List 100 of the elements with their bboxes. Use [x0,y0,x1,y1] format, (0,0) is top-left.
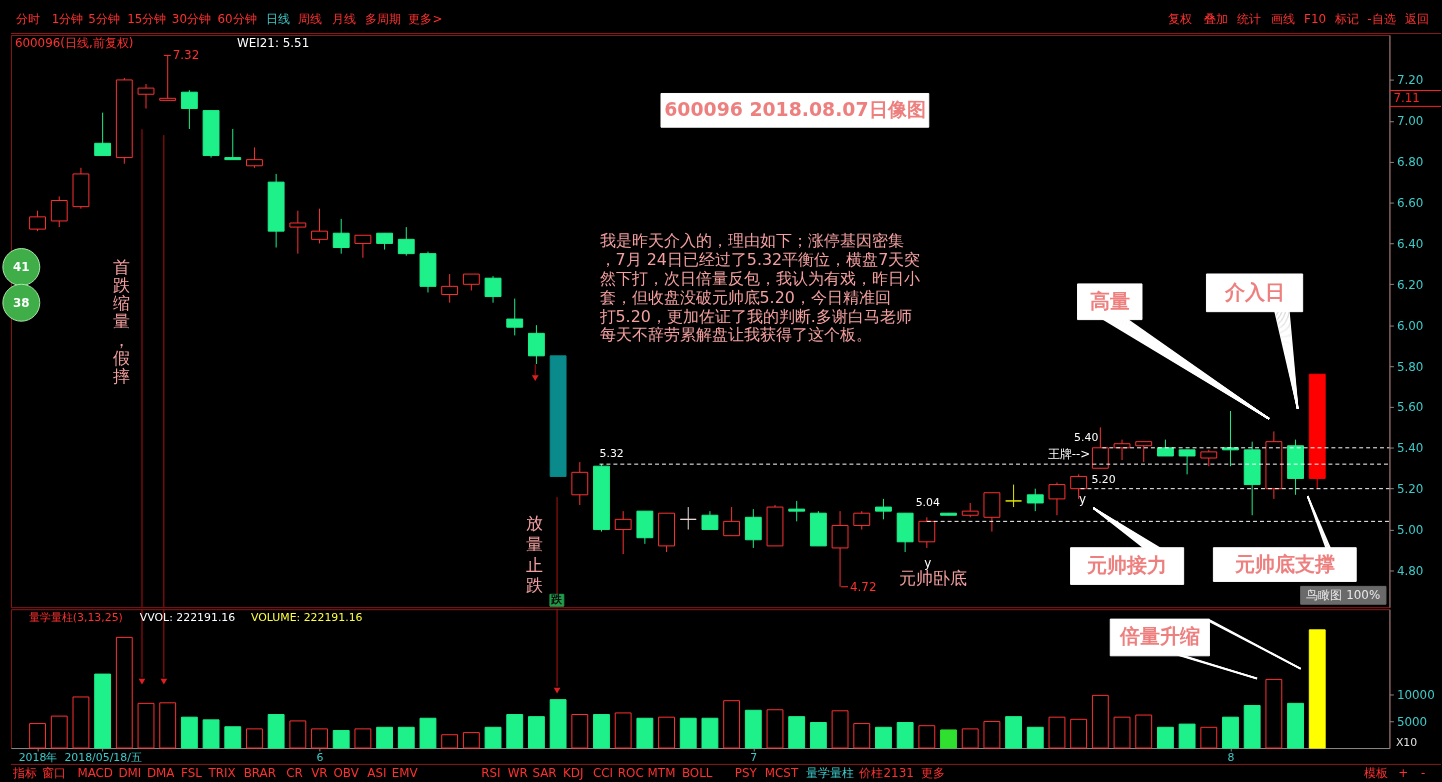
candlestick [571,461,589,506]
bar [441,734,459,749]
bar [1243,704,1261,749]
bar [1308,629,1326,749]
annotation: 鸟瞰图 100% [1306,588,1381,603]
text: BOLL [681,765,713,780]
text: -自选 [1367,12,1396,27]
candlestick [1005,484,1023,508]
candlestick [918,516,936,549]
candlestick [289,210,307,255]
y-tick-label: 10000 [1396,688,1435,703]
candlestick [1178,449,1196,475]
bar [1287,702,1304,749]
candlestick [614,510,632,555]
ref-line-label: 5.04 [915,496,940,510]
annotation: VOLUME: 222191.16 [250,611,363,625]
y-tick-label: 5.60 [1396,400,1424,415]
candlestick [679,506,697,531]
bar [29,723,46,749]
bar [159,702,177,749]
y-tick-label: 5.00 [1396,523,1424,538]
bar [1200,726,1218,749]
bar [723,700,741,749]
bar [484,726,502,749]
bar [593,714,610,749]
text: 15分钟 [127,12,167,27]
annotation: 倍量升缩 [1118,625,1200,649]
bar [94,673,112,749]
x-tick-label: 8 [1227,751,1235,765]
x-tick-label: 2018年 [18,751,58,765]
candlestick [1135,441,1153,463]
text: 30分钟 [171,12,211,27]
text: F10 [1304,12,1327,27]
bar [918,725,936,749]
y-tick-label: 6.00 [1396,318,1424,333]
candlestick [137,83,155,110]
text: MACD [77,765,114,780]
y-tick-label: 7.20 [1396,73,1424,88]
bar [1048,716,1066,749]
bar [506,714,524,749]
candlestick [506,298,524,336]
text: 1分钟 [51,12,84,27]
text: 画线 [1271,12,1296,27]
bar [224,726,242,749]
bar [636,717,654,749]
text: KDJ [563,765,584,780]
text: 7.11 [1393,91,1420,106]
text: 5分钟 [88,12,120,27]
text: 日线 [265,12,290,27]
bar [831,710,849,749]
text: EMV [391,765,419,780]
bar [896,722,914,749]
bar [527,716,545,749]
annotation: y [1078,492,1087,507]
text: 模板 [1363,765,1388,780]
bar [311,728,328,749]
annotation: 高量 [1089,289,1130,313]
candlestick [94,112,112,157]
annotation: 介入日 [1223,280,1285,304]
bar [961,728,979,749]
text: 统计 [1236,12,1261,27]
bar [940,729,957,749]
candlestick [354,234,372,259]
annotation: WEI21: 5.51 [237,35,310,50]
bar [766,709,784,749]
bar [289,720,307,749]
text: PSY [734,765,758,780]
candlestick [1113,439,1131,461]
bar [875,726,892,749]
annotation: 王牌--> [1047,447,1091,462]
x-tick-label: 7 [750,751,758,765]
bar [397,726,415,749]
bar [614,712,632,749]
bar [853,723,871,749]
candlestick [441,273,459,304]
text: FSL [181,765,203,780]
candlestick [875,498,892,520]
bar [332,729,350,749]
bar [115,636,133,749]
bar [354,728,372,749]
bar [549,699,567,749]
candlestick [50,195,68,228]
annotation: 放量止跌 [525,512,543,596]
candlestick [1026,488,1044,512]
annotation: 4.72 [850,579,877,594]
bar [50,715,68,749]
candlestick [527,324,545,365]
candlestick [180,89,198,130]
bar [983,720,1001,749]
bar [1135,714,1153,749]
y-axis-title: X10 [1395,735,1418,749]
text: MTM [647,765,676,780]
text: 多周期 [364,12,401,27]
bar [180,716,198,749]
annotation: 41 [13,260,30,275]
text: 分时 [15,12,40,27]
bar [1005,716,1023,749]
candlestick [701,510,719,531]
y-tick-label: 5000 [1396,714,1428,729]
candlestick [831,510,849,588]
